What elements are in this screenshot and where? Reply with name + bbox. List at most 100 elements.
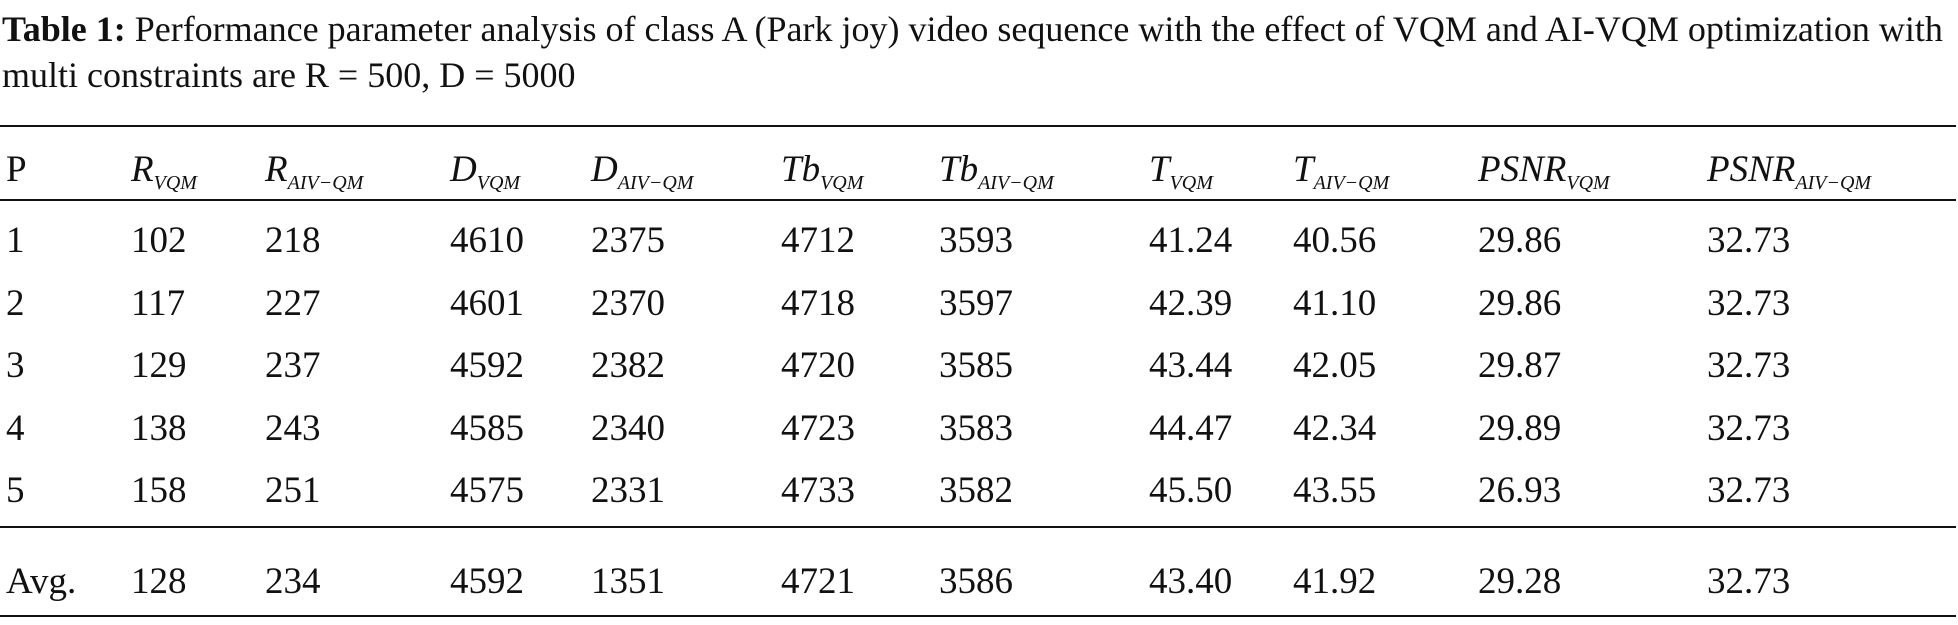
table-cell: 4575 — [450, 470, 524, 511]
table-cell: 227 — [265, 283, 321, 324]
table-cell: 2370 — [591, 283, 665, 324]
header-subscript: AIV−QM — [617, 172, 694, 194]
table-cell: 2375 — [591, 220, 665, 261]
table-cell: 1 — [6, 220, 25, 261]
table-cell: 158 — [131, 470, 187, 511]
table-cell: 32.73 — [1707, 408, 1791, 449]
table-cell: 29.87 — [1478, 345, 1562, 386]
header-cell: P — [6, 150, 27, 190]
caption-label: Table 1: — [2, 9, 126, 49]
table-cell: 29.89 — [1478, 408, 1562, 449]
header-cell: PSNRVQM — [1478, 150, 1610, 203]
header-symbol: D — [450, 149, 477, 190]
header-subscript: VQM — [476, 172, 521, 194]
table-cell: 2 — [6, 283, 25, 324]
footer-cell: 4721 — [781, 561, 855, 602]
caption-text: Performance parameter analysis of class … — [2, 9, 1943, 95]
table-cell: 2340 — [591, 408, 665, 449]
header-cell: TbVQM — [781, 150, 863, 203]
table-cell: 32.73 — [1707, 345, 1791, 386]
table-cell: 42.39 — [1149, 283, 1233, 324]
header-subscript: AIV−QM — [287, 172, 364, 194]
table-cell: 102 — [131, 220, 187, 261]
table-cell: 42.05 — [1293, 345, 1377, 386]
header-symbol: D — [591, 149, 618, 190]
header-cell: TAIV−QM — [1293, 150, 1389, 203]
footer-cell: 1351 — [591, 561, 665, 602]
header-subscript: AIV−QM — [978, 172, 1054, 194]
table-cell: 26.93 — [1478, 470, 1562, 511]
header-symbol: PSNR — [1707, 149, 1796, 190]
header-cell: DVQM — [450, 150, 520, 203]
header-subscript: VQM — [153, 172, 197, 194]
footer-cell: 41.92 — [1293, 561, 1377, 602]
table-cell: 4601 — [450, 283, 524, 324]
table-cell: 32.73 — [1707, 283, 1791, 324]
table-cell: 129 — [131, 345, 187, 386]
table-cell: 41.10 — [1293, 283, 1377, 324]
table-cell: 4712 — [781, 220, 855, 261]
table-cell: 4585 — [450, 408, 524, 449]
table-cell: 3593 — [939, 220, 1013, 261]
table-cell: 32.73 — [1707, 220, 1791, 261]
table-cell: 43.55 — [1293, 470, 1377, 511]
header-symbol: T — [1149, 149, 1170, 190]
header-subscript: VQM — [1169, 172, 1213, 194]
footer-cell: 32.73 — [1707, 561, 1791, 602]
table-cell: 218 — [265, 220, 321, 261]
header-cell: RVQM — [131, 150, 197, 203]
table-cell: 29.86 — [1478, 220, 1562, 261]
header-subscript: AIV−QM — [1313, 172, 1390, 194]
header-cell: DAIV−QM — [591, 150, 693, 203]
table-cell: 2382 — [591, 345, 665, 386]
table-cell: 138 — [131, 408, 187, 449]
footer-cell: 4592 — [450, 561, 524, 602]
table-cell: 237 — [265, 345, 321, 386]
header-symbol: P — [6, 149, 27, 190]
footer-cell: 3586 — [939, 561, 1013, 602]
header-subscript: AIV−QM — [1795, 172, 1872, 194]
footer-cell: Avg. — [6, 561, 77, 602]
table-cell: 4733 — [781, 470, 855, 511]
table-cell: 40.56 — [1293, 220, 1377, 261]
header-cell: TbAIV−QM — [939, 150, 1054, 203]
header-cell: RAIV−QM — [265, 150, 363, 203]
header-subscript: VQM — [820, 172, 864, 194]
table-cell: 42.34 — [1293, 408, 1377, 449]
footer-cell: 43.40 — [1149, 561, 1233, 602]
table-cell: 251 — [265, 470, 321, 511]
table-cell: 4720 — [781, 345, 855, 386]
table-cell: 29.86 — [1478, 283, 1562, 324]
table-cell: 5 — [6, 470, 25, 511]
table-cell: 2331 — [591, 470, 665, 511]
table-cell: 243 — [265, 408, 321, 449]
header-symbol: Tb — [939, 149, 979, 190]
header-symbol: R — [131, 149, 154, 190]
header-subscript: VQM — [1566, 172, 1610, 194]
bottom-rule — [0, 615, 1956, 617]
table-cell: 4723 — [781, 408, 855, 449]
table-cell: 45.50 — [1149, 470, 1233, 511]
top-rule — [0, 125, 1956, 127]
table-cell: 43.44 — [1149, 345, 1233, 386]
table-cell: 117 — [131, 283, 186, 324]
header-symbol: R — [265, 149, 288, 190]
header-symbol: PSNR — [1478, 149, 1567, 190]
table-cell: 3585 — [939, 345, 1013, 386]
table-cell: 3583 — [939, 408, 1013, 449]
table-cell: 44.47 — [1149, 408, 1233, 449]
footer-cell: 29.28 — [1478, 561, 1562, 602]
header-symbol: T — [1293, 149, 1314, 190]
header-symbol: Tb — [781, 149, 821, 190]
table-cell: 3597 — [939, 283, 1013, 324]
footer-cell: 234 — [265, 561, 321, 602]
footer-cell: 128 — [131, 561, 187, 602]
header-rule — [0, 199, 1956, 201]
footer-rule — [0, 526, 1956, 528]
header-cell: PSNRAIV−QM — [1707, 150, 1871, 203]
table-cell: 3582 — [939, 470, 1013, 511]
table-cell: 32.73 — [1707, 470, 1791, 511]
table-cell: 4718 — [781, 283, 855, 324]
table-cell: 3 — [6, 345, 25, 386]
